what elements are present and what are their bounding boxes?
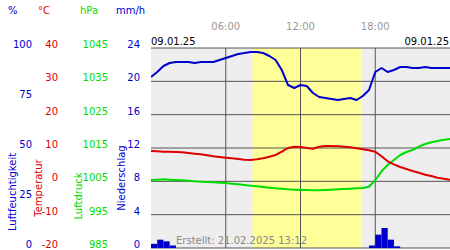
y-tick-label: 0 xyxy=(134,239,140,250)
axis-unit: °C xyxy=(38,5,50,16)
y-tick-label: 50 xyxy=(19,139,32,150)
y-tick-label: 0 xyxy=(26,239,32,250)
precip-bar xyxy=(244,248,250,249)
y-tick-label: 40 xyxy=(45,39,58,50)
precip-bar xyxy=(307,248,313,249)
precip-bar xyxy=(413,248,419,249)
x-tick-label: 18:00 xyxy=(361,21,390,32)
precip-bar xyxy=(257,248,263,249)
precip-bar xyxy=(182,248,188,249)
axis-unit: mm/h xyxy=(116,5,145,16)
precip-bar xyxy=(419,248,425,249)
precip-bar xyxy=(319,248,325,249)
precip-bar xyxy=(282,248,288,249)
y-tick-label: 1015 xyxy=(83,139,108,150)
y-tick-label: 985 xyxy=(89,239,108,250)
precip-bar xyxy=(313,248,319,249)
created-note: Erstellt: 21.02.2025 13:12 xyxy=(176,235,307,246)
y-tick-label: 30 xyxy=(45,72,58,83)
y-tick-label: -20 xyxy=(42,239,58,250)
y-tick-label: 100 xyxy=(13,39,32,50)
precip-bar xyxy=(425,248,431,249)
y-tick-label: 0 xyxy=(52,172,58,183)
precip-bar xyxy=(400,248,406,249)
precip-bar xyxy=(163,241,169,248)
precip-bar xyxy=(269,248,275,249)
y-tick-label: 8 xyxy=(134,172,140,183)
y-tick-label: 1035 xyxy=(83,72,108,83)
precip-bar xyxy=(406,248,412,249)
x-tick-label: 06:00 xyxy=(211,21,240,32)
y-tick-label: 20 xyxy=(45,106,58,117)
precip-bar xyxy=(170,246,176,249)
grid-line xyxy=(375,48,376,248)
grid-line xyxy=(225,48,226,248)
axis-title: Temperatur xyxy=(33,158,44,217)
y-tick-label: 12 xyxy=(127,139,140,150)
axis-title: Luftfeuchtigkeit xyxy=(7,153,18,231)
axis-title: Niederschlag xyxy=(116,145,127,210)
plot-background xyxy=(151,48,450,248)
precip-bar xyxy=(276,248,282,249)
precip-bar xyxy=(394,246,400,248)
axis-unit: % xyxy=(8,5,18,16)
series-line xyxy=(151,52,450,100)
y-tick-label: 25 xyxy=(19,189,32,200)
precip-bar xyxy=(325,248,331,249)
precip-bar xyxy=(444,248,450,249)
precip-bar xyxy=(188,248,194,249)
precip-bar xyxy=(232,248,238,249)
date-label: 09.01.25 xyxy=(151,36,196,47)
x-tick-label: 12:00 xyxy=(286,21,315,32)
precip-bar xyxy=(344,248,350,249)
precip-bar xyxy=(176,248,182,249)
series-line xyxy=(151,139,450,190)
axis-title: Luftdruck xyxy=(73,172,84,219)
precip-bar xyxy=(388,240,394,248)
axis-unit: hPa xyxy=(80,5,98,16)
y-tick-label: 1025 xyxy=(83,106,108,117)
precip-bar xyxy=(369,246,375,249)
precip-bar xyxy=(363,248,369,249)
precip-bar xyxy=(381,228,387,248)
precip-bar xyxy=(332,248,338,249)
precip-bar xyxy=(251,248,257,249)
precip-bar xyxy=(263,248,269,249)
precip-bar xyxy=(338,248,344,249)
precip-bar xyxy=(431,248,437,249)
precip-bar xyxy=(201,248,207,249)
y-tick-label: 1005 xyxy=(83,172,108,183)
precip-bar xyxy=(207,248,213,249)
precip-bar xyxy=(226,248,232,249)
precip-bar xyxy=(195,248,201,249)
series-line xyxy=(151,146,450,180)
y-tick-label: 20 xyxy=(127,72,140,83)
precip-bar xyxy=(357,248,363,249)
plot-marks xyxy=(151,52,450,248)
precip-bar xyxy=(151,244,157,248)
precip-bar xyxy=(213,248,219,249)
y-tick-label: 10 xyxy=(45,139,58,150)
precip-bar xyxy=(220,248,226,249)
y-tick-label: 1045 xyxy=(83,39,108,50)
precip-bar xyxy=(301,248,307,249)
y-tick-label: 995 xyxy=(89,206,108,217)
precip-bar xyxy=(294,248,300,249)
y-tick-label: 75 xyxy=(19,89,32,100)
precip-bar xyxy=(438,248,444,249)
precip-bar xyxy=(375,235,381,248)
precip-bar xyxy=(157,240,163,248)
precip-bar xyxy=(350,248,356,249)
y-tick-label: 24 xyxy=(127,39,140,50)
date-label: 09.01.25 xyxy=(404,36,449,47)
y-tick-label: 16 xyxy=(127,106,140,117)
y-tick-label: -10 xyxy=(42,206,58,217)
precip-bar xyxy=(288,248,294,249)
precip-bar xyxy=(238,248,244,249)
y-tick-label: 4 xyxy=(134,206,140,217)
chart: 06:00 12:00 18:00 09.01.25 09.01.25% 0 25 50 75 1… xyxy=(0,0,450,250)
